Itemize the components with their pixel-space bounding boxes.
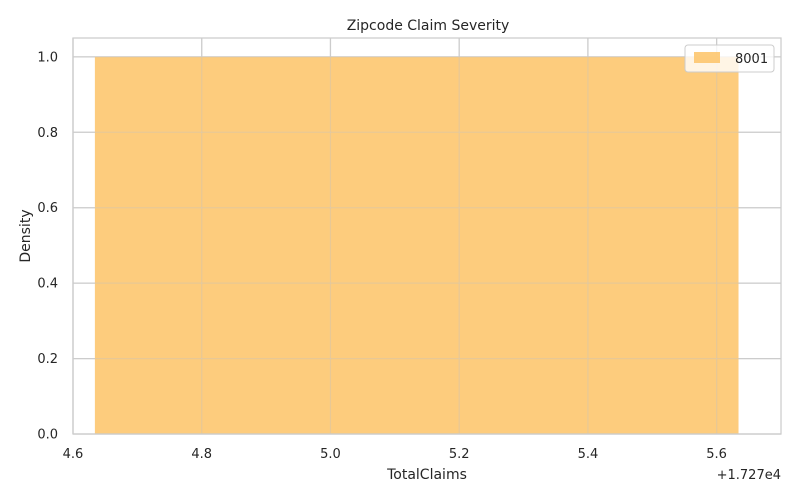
legend-label: 8001 [735,52,768,67]
x-tick-label: 4.6 [63,447,84,462]
chart-title: Zipcode Claim Severity [347,18,510,34]
histogram-bars [72,38,781,435]
x-tick-label: 5.2 [449,447,470,462]
x-tick-label: 5.0 [320,447,341,462]
x-tick-label: 5.4 [578,447,599,462]
legend-box [684,44,775,73]
y-tick-label: 0.6 [37,201,58,216]
y-axis-label: Density [18,209,34,262]
x-offset-label: +1.727e4 [717,468,781,483]
x-tick-label: 4.8 [191,447,212,462]
x-tick-label: 5.6 [706,447,727,462]
histogram-bar [94,56,739,434]
legend[interactable]: 8001 [684,44,775,73]
x-axis-label: TotalClaims [386,467,467,483]
y-tick-label: 0.4 [37,277,58,292]
x-tick-labels: 4.6 4.8 5.0 5.2 5.4 5.6 [63,447,727,462]
plot-frame [72,37,782,435]
legend-swatch [694,52,720,63]
y-tick-labels: 0.0 0.2 0.4 0.6 0.8 1.0 [37,50,58,442]
y-tick-label: 0.0 [37,428,58,443]
y-tick-label: 0.8 [37,126,58,141]
y-tick-label: 0.2 [37,352,58,367]
y-tick-label: 1.0 [37,50,58,65]
